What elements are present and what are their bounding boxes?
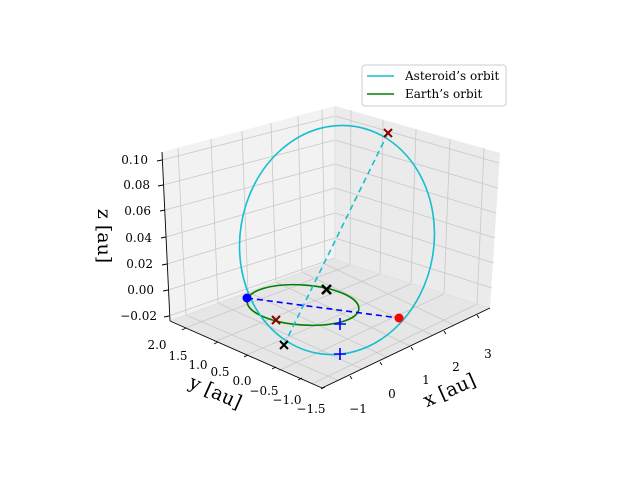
y-tick-label: 2.0: [147, 338, 166, 352]
y-tick-label: 0.0: [232, 374, 251, 388]
legend-box: [361, 64, 507, 107]
earth-position-marker: [271, 315, 281, 325]
x-tick-label: 0: [388, 387, 396, 401]
y-tick-label: 0.5: [210, 365, 229, 379]
z-tick-label: −0.02: [120, 309, 157, 323]
legend: Asteroid’s orbit Earth’s orbit: [361, 64, 507, 107]
z-tick-label: 0.00: [127, 283, 154, 297]
z-tick-label: 0.06: [124, 204, 151, 218]
grid-lines: [161, 109, 500, 385]
z-axis-label: z [au]: [93, 209, 115, 263]
x-tick-label: 1: [422, 373, 430, 387]
z-tick-label: 0.10: [121, 153, 148, 167]
plus-marker: [334, 318, 346, 330]
z-tick-labels: 0.10 0.08 0.06 0.04 0.02 0.00 −0.02: [120, 153, 157, 323]
x-tick-label: −1: [349, 402, 367, 416]
z-tick-label: 0.08: [123, 178, 150, 192]
back-pane-right: [335, 106, 500, 308]
plus-marker: [334, 348, 346, 360]
back-pane-left: [162, 106, 335, 321]
asteroid-perihelion-marker: [279, 340, 289, 350]
y-tick-label: 1.5: [168, 349, 187, 363]
pane-edges: [169, 106, 491, 322]
asteroid-aphelion-marker: [383, 128, 393, 138]
line-of-nodes: [246, 297, 400, 319]
sun-marker: [321, 284, 332, 295]
legend-label-earth: Earth’s orbit: [405, 87, 482, 101]
ascending-node-marker: [242, 293, 252, 303]
plus-markers: [334, 318, 346, 360]
z-tick-label: 0.02: [126, 257, 153, 271]
perihelion-marker: [394, 313, 404, 323]
tick-marks: [156, 159, 480, 390]
x-tick-label: 2: [452, 360, 460, 374]
axis-lines: [161, 151, 491, 389]
x-tick-labels: −1 0 1 2 3: [349, 347, 492, 416]
asteroid-orbit-line: [238, 124, 436, 356]
legend-label-asteroid: Asteroid’s orbit: [404, 69, 499, 83]
x-markers: [271, 128, 393, 350]
y-tick-labels: 2.0 1.5 1.0 0.5 0.0 −0.5 −1.0 −1.5: [147, 338, 325, 416]
x-tick-label: 3: [484, 347, 492, 361]
y-tick-label: 1.0: [188, 358, 207, 372]
y-tick-label: −1.5: [296, 402, 325, 416]
y-tick-label: −1.0: [272, 393, 301, 407]
y-tick-label: −0.5: [249, 384, 278, 398]
z-tick-label: 0.04: [125, 231, 152, 245]
